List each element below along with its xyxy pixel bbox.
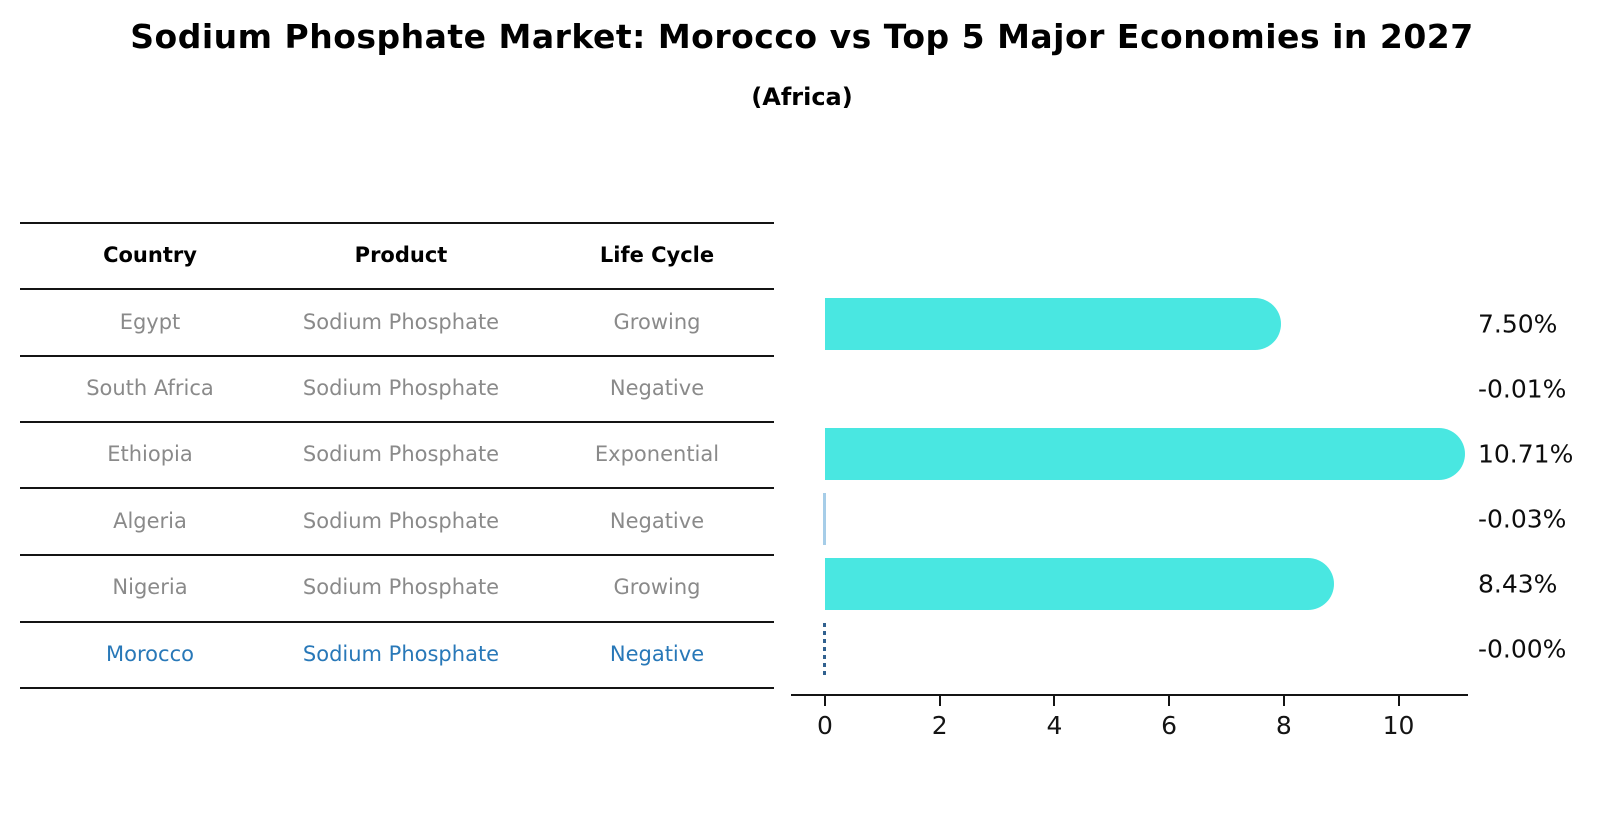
bar-egypt (825, 298, 1282, 350)
value-label: -0.01% (1478, 374, 1567, 404)
bar-nigeria (825, 558, 1335, 610)
table-row-separator (20, 355, 774, 357)
chart-subtitle: (Africa) (751, 83, 853, 111)
bar-algeria (823, 493, 826, 545)
table-bottom-border (20, 687, 774, 689)
table-header-separator (20, 288, 774, 290)
bar-ethiopia (825, 428, 1466, 480)
bar-morocco-dashed-line (823, 623, 826, 675)
value-label: 8.43% (1478, 569, 1558, 599)
cell-life-cycle: Negative (609, 509, 705, 533)
cell-country: Egypt (119, 310, 181, 334)
table-top-border (20, 222, 774, 224)
value-label: 7.50% (1478, 309, 1558, 339)
x-axis-tick-label: 6 (1161, 711, 1178, 740)
x-axis-tick-label: 2 (931, 711, 948, 740)
value-label: -0.00% (1478, 634, 1567, 664)
x-axis-tick (1282, 696, 1285, 706)
table-row-separator (20, 421, 774, 423)
cell-life-cycle: Exponential (594, 442, 720, 466)
table-row-separator (20, 621, 774, 623)
column-header-product: Product (354, 243, 448, 267)
chart-title: Sodium Phosphate Market: Morocco vs Top … (130, 17, 1474, 56)
x-axis-tick (824, 696, 826, 706)
cell-product: Sodium Phosphate (302, 575, 500, 599)
cell-country: Algeria (113, 509, 187, 533)
x-axis-tick (938, 696, 941, 706)
cell-life-cycle: Growing (613, 575, 701, 599)
cell-life-cycle: Negative (609, 376, 705, 400)
x-axis-tick-label: 0 (817, 711, 833, 740)
cell-life-cycle: Growing (613, 310, 701, 334)
cell-country: Ethiopia (107, 442, 193, 466)
table-row-separator (20, 487, 774, 489)
x-axis-tick (1168, 696, 1171, 706)
column-header-country: Country (103, 243, 197, 267)
cell-product: Sodium Phosphate (302, 509, 500, 533)
value-label: 10.71% (1478, 439, 1574, 469)
x-axis-tick (1397, 696, 1400, 706)
column-header-life-cycle: Life Cycle (599, 243, 715, 267)
x-axis-tick-label: 4 (1046, 711, 1063, 740)
cell-product: Sodium Phosphate (302, 642, 500, 666)
table-row-separator (20, 554, 774, 556)
x-axis-line (791, 694, 1468, 696)
cell-product: Sodium Phosphate (302, 310, 500, 334)
cell-country: Morocco (106, 642, 194, 666)
x-axis-tick (1053, 696, 1056, 706)
value-label: -0.03% (1478, 504, 1567, 534)
cell-country: Nigeria (112, 575, 188, 599)
x-axis-tick-label: 10 (1382, 711, 1415, 740)
cell-life-cycle: Negative (609, 642, 705, 666)
x-axis-tick-label: 8 (1275, 711, 1292, 740)
cell-product: Sodium Phosphate (302, 442, 500, 466)
cell-product: Sodium Phosphate (302, 376, 500, 400)
cell-country: South Africa (86, 376, 214, 400)
